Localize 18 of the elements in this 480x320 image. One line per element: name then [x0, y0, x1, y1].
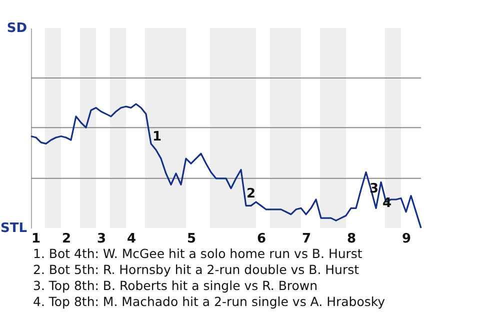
- x-tick-label: 1: [32, 232, 41, 246]
- text: 2. Bot 5th: R. Hornsby hit a 2-run double vs B. Hurst: [33, 262, 360, 277]
- x-tick-label: 9: [402, 232, 412, 246]
- text: STL: [0, 221, 27, 236]
- text: 4. Top 8th: M. Machado hit a 2-run single vs A. Hrabosky: [33, 294, 386, 309]
- x-tick-label: 3: [96, 232, 106, 246]
- x-tick-label: 6: [256, 232, 266, 246]
- annotation: 4: [382, 196, 392, 212]
- annotation: 2: [246, 186, 256, 202]
- x-tick-label: 7: [302, 232, 312, 246]
- x-tick-label: 4: [126, 232, 136, 246]
- text: 3. Top 8th: B. Roberts hit a single vs R. Brown: [33, 278, 318, 293]
- text: SD: [6, 21, 28, 36]
- x-tick-label: 2: [62, 232, 72, 246]
- text: 1. Bot 4th: W. McGee hit a solo home run vs B. Hurst: [33, 246, 362, 261]
- annotation: 1: [152, 129, 162, 144]
- x-tick-label: 5: [186, 232, 196, 246]
- x-tick-label: 8: [346, 232, 356, 246]
